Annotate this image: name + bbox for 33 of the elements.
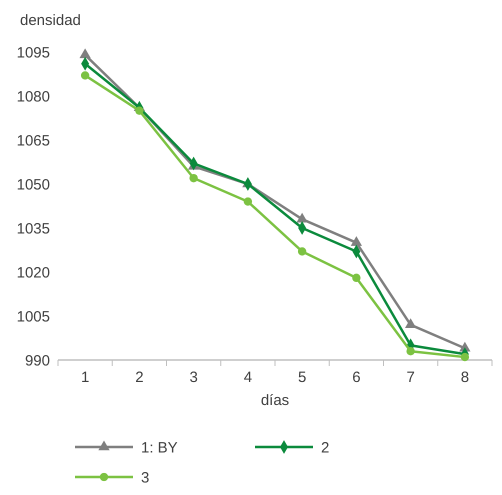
legend-label: 3 [141,469,150,486]
y-tick-label: 1050 [16,176,50,194]
x-tick-label: 3 [189,369,198,386]
point [350,236,362,246]
x-axis-title: días [260,392,290,409]
point [298,247,306,256]
point [460,352,470,362]
y-tick-label: 1080 [16,88,50,106]
point [406,347,415,356]
x-tick-label: 5 [298,369,306,386]
y-tick-label: 1005 [16,308,50,326]
point [296,212,308,222]
y-tick-label: 1065 [16,132,50,150]
y-tick-label: 1035 [16,220,50,238]
x-tick-label: 2 [135,369,144,386]
legend-label: 1: BY [141,439,178,456]
y-tick-label: 1020 [16,264,50,282]
point [244,197,252,206]
x-tick-label: 1 [80,369,90,386]
point [135,106,144,115]
x-tick-label: 4 [244,369,252,386]
point [79,48,91,58]
y-tick-label: 1095 [16,44,50,62]
x-tick-label: 8 [460,369,470,386]
point [189,174,198,182]
y-tick-label: 990 [24,352,50,370]
point [352,274,361,282]
x-tick-label: 6 [352,369,361,386]
y-axis-title: densidad [20,12,81,29]
legend-label: 2 [321,439,330,456]
point [80,71,90,80]
point [404,318,416,328]
x-tick-label: 7 [406,369,415,386]
